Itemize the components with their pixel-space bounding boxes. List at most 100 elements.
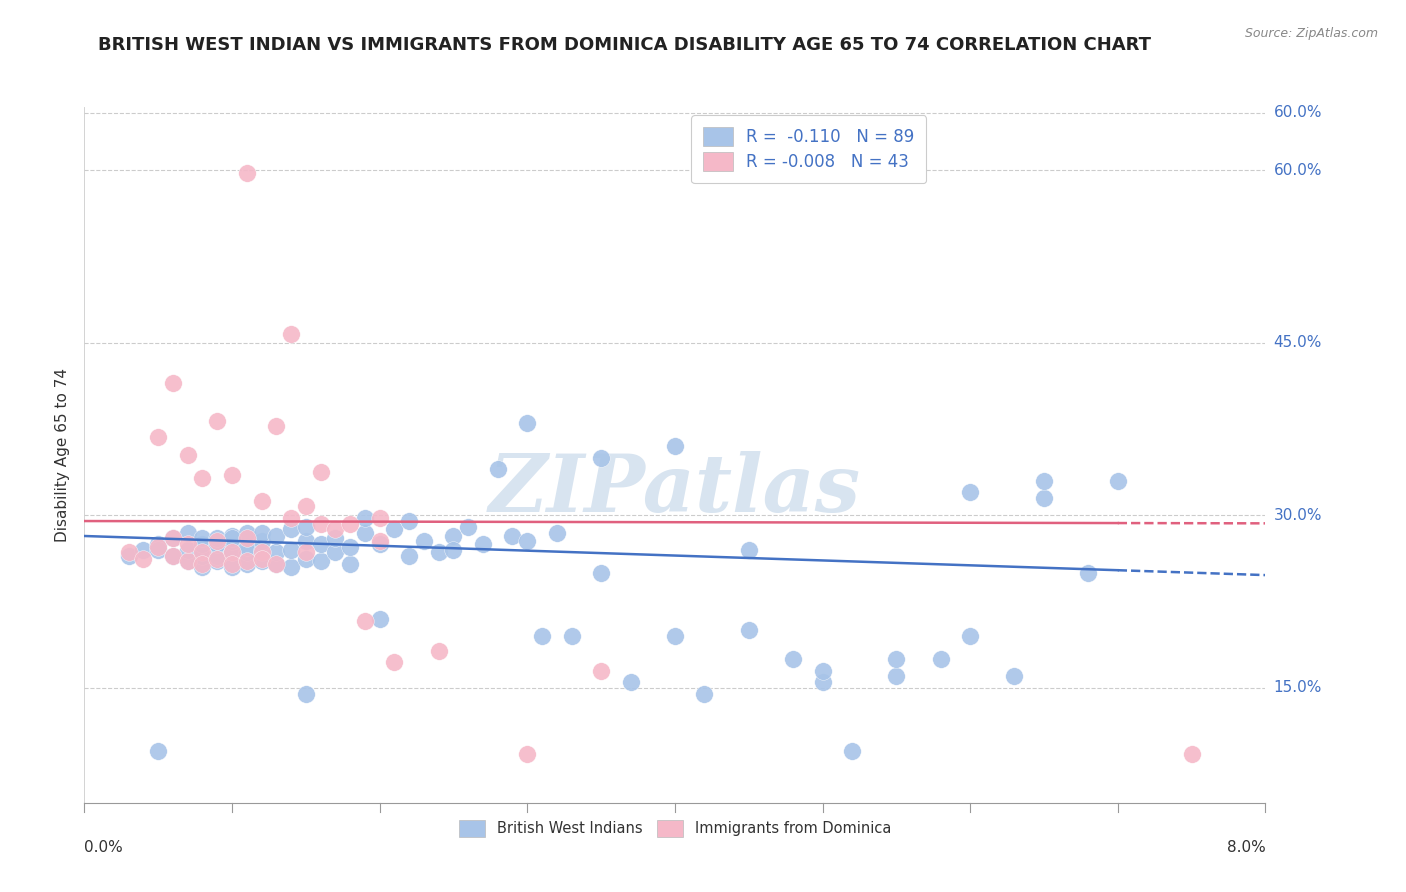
Point bbox=[207, 414, 229, 428]
Point bbox=[162, 549, 184, 563]
Point bbox=[295, 499, 318, 513]
Point bbox=[309, 554, 332, 568]
Point bbox=[295, 520, 318, 534]
Point bbox=[118, 545, 141, 559]
Point bbox=[191, 531, 214, 545]
Point bbox=[472, 537, 495, 551]
Point bbox=[339, 557, 361, 571]
Point bbox=[191, 549, 214, 563]
Point bbox=[207, 533, 229, 548]
Point bbox=[177, 525, 200, 540]
Point bbox=[235, 545, 259, 559]
Point bbox=[811, 664, 834, 678]
Point bbox=[118, 549, 141, 563]
Point bbox=[221, 533, 243, 548]
Point bbox=[148, 430, 170, 444]
Point bbox=[398, 549, 420, 563]
Point bbox=[235, 531, 259, 545]
Point bbox=[191, 560, 214, 574]
Point bbox=[250, 554, 273, 568]
Text: BRITISH WEST INDIAN VS IMMIGRANTS FROM DOMINICA DISABILITY AGE 65 TO 74 CORRELAT: BRITISH WEST INDIAN VS IMMIGRANTS FROM D… bbox=[98, 36, 1152, 54]
Legend: British West Indians, Immigrants from Dominica: British West Indians, Immigrants from Do… bbox=[451, 813, 898, 844]
Point bbox=[295, 687, 318, 701]
Point bbox=[886, 669, 908, 683]
Point bbox=[738, 624, 761, 638]
Point bbox=[295, 552, 318, 566]
Point bbox=[1077, 566, 1099, 580]
Text: Source: ZipAtlas.com: Source: ZipAtlas.com bbox=[1244, 27, 1378, 40]
Point bbox=[295, 545, 318, 559]
Point bbox=[177, 449, 200, 463]
Point bbox=[1107, 474, 1129, 488]
Point bbox=[502, 529, 524, 543]
Point bbox=[516, 417, 538, 431]
Point bbox=[354, 614, 377, 628]
Point bbox=[221, 529, 243, 543]
Point bbox=[531, 629, 554, 643]
Point bbox=[959, 485, 981, 500]
Point bbox=[1033, 491, 1056, 505]
Point bbox=[591, 566, 613, 580]
Point bbox=[191, 557, 214, 571]
Point bbox=[221, 468, 243, 483]
Point bbox=[486, 462, 509, 476]
Point bbox=[619, 675, 641, 690]
Text: 60.0%: 60.0% bbox=[1274, 105, 1322, 120]
Point bbox=[177, 554, 200, 568]
Text: 60.0%: 60.0% bbox=[1274, 163, 1322, 178]
Point bbox=[132, 552, 155, 566]
Text: 45.0%: 45.0% bbox=[1274, 335, 1322, 351]
Point bbox=[207, 531, 229, 545]
Point bbox=[235, 554, 259, 568]
Point bbox=[782, 652, 804, 666]
Point bbox=[191, 537, 214, 551]
Point bbox=[280, 522, 302, 536]
Point bbox=[561, 629, 583, 643]
Point bbox=[354, 525, 377, 540]
Point bbox=[368, 533, 391, 548]
Point bbox=[295, 533, 318, 548]
Point bbox=[264, 529, 288, 543]
Point bbox=[929, 652, 952, 666]
Point bbox=[384, 656, 406, 670]
Point bbox=[207, 554, 229, 568]
Point bbox=[413, 533, 436, 548]
Text: ZIPatlas: ZIPatlas bbox=[489, 451, 860, 528]
Point bbox=[339, 517, 361, 532]
Point bbox=[384, 522, 406, 536]
Text: 8.0%: 8.0% bbox=[1226, 839, 1265, 855]
Point bbox=[280, 542, 302, 557]
Point bbox=[250, 552, 273, 566]
Point bbox=[148, 537, 170, 551]
Point bbox=[207, 537, 229, 551]
Point bbox=[368, 612, 391, 626]
Point bbox=[162, 376, 184, 390]
Point bbox=[177, 554, 200, 568]
Point bbox=[148, 542, 170, 557]
Point bbox=[250, 525, 273, 540]
Text: 15.0%: 15.0% bbox=[1274, 681, 1322, 695]
Point bbox=[516, 747, 538, 762]
Point bbox=[280, 326, 302, 341]
Point bbox=[886, 652, 908, 666]
Text: 0.0%: 0.0% bbox=[84, 839, 124, 855]
Point bbox=[309, 517, 332, 532]
Point bbox=[427, 644, 450, 658]
Point bbox=[250, 533, 273, 548]
Point bbox=[811, 675, 834, 690]
Point bbox=[427, 545, 450, 559]
Point bbox=[221, 545, 243, 559]
Point bbox=[235, 165, 259, 179]
Point bbox=[250, 542, 273, 557]
Point bbox=[162, 549, 184, 563]
Point bbox=[325, 522, 347, 536]
Point bbox=[368, 510, 391, 524]
Point bbox=[148, 541, 170, 555]
Point bbox=[191, 545, 214, 559]
Point bbox=[250, 545, 273, 559]
Point bbox=[235, 541, 259, 555]
Point bbox=[664, 629, 686, 643]
Y-axis label: Disability Age 65 to 74: Disability Age 65 to 74 bbox=[55, 368, 70, 542]
Point bbox=[546, 525, 568, 540]
Point bbox=[591, 664, 613, 678]
